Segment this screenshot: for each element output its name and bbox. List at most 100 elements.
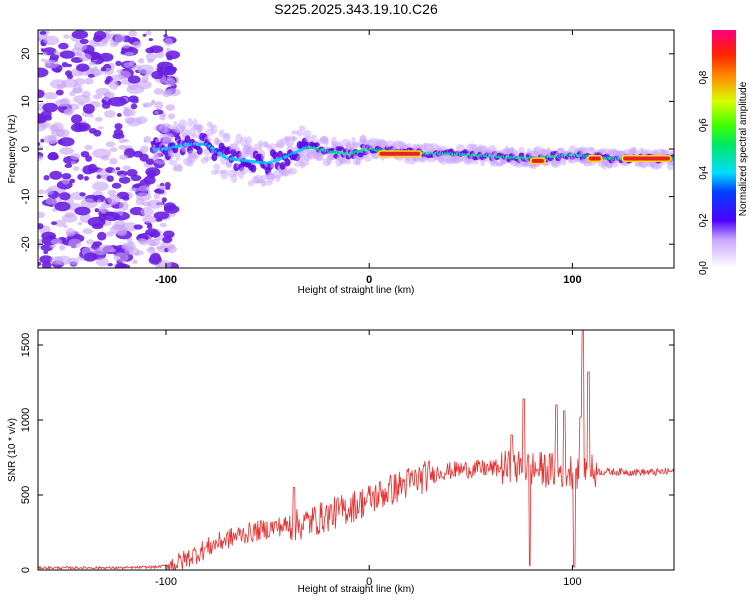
heatmap-cell xyxy=(298,125,306,132)
heatmap-cell xyxy=(132,41,142,49)
heatmap-cell xyxy=(63,34,70,39)
heatmap-cell xyxy=(79,38,89,45)
snr-y-tick-label: 1000 xyxy=(20,408,32,432)
heatmap-cell xyxy=(143,104,148,108)
spectrogram-x-ticks: -100 0 100 xyxy=(155,30,582,286)
heatmap-cell xyxy=(145,158,155,165)
heatmap-cell xyxy=(129,187,136,192)
heatmap-cell xyxy=(128,30,138,37)
heatmap-cell xyxy=(133,224,143,230)
heatmap-cell xyxy=(38,189,45,195)
spectrogram-y-tick-label: 10 xyxy=(20,95,32,107)
heatmap-high-amplitude-segment xyxy=(531,158,544,163)
heatmap-cell xyxy=(38,155,44,161)
heatmap-cell xyxy=(154,111,159,115)
heatmap-cell xyxy=(146,199,164,209)
spectrogram-x-tick-label: -100 xyxy=(155,274,177,286)
heatmap-cell xyxy=(165,124,171,134)
heatmap-cell xyxy=(106,175,114,182)
heatmap-cell xyxy=(107,263,113,267)
heatmap-cell xyxy=(143,136,152,143)
heatmap-cell xyxy=(45,197,54,205)
heatmap-cell xyxy=(114,123,123,130)
figure-title: S225.2025.343.19.10.C26 xyxy=(274,1,438,17)
heatmap-cell xyxy=(336,140,342,146)
heatmap-cell xyxy=(77,221,83,226)
heatmap-cell xyxy=(121,242,136,251)
heatmap-cell xyxy=(76,63,90,72)
heatmap-cell xyxy=(120,79,131,85)
heatmap-cell xyxy=(157,68,166,76)
heatmap-cell xyxy=(115,60,122,66)
heatmap-cell xyxy=(63,109,73,116)
heatmap-cell xyxy=(245,136,252,146)
heatmap-cell xyxy=(122,109,132,117)
heatmap-cell xyxy=(187,117,193,128)
heatmap-cell xyxy=(161,113,167,117)
heatmap-cell xyxy=(103,92,112,97)
heatmap-cell xyxy=(38,89,45,99)
spectrogram-x-tick-label: 100 xyxy=(563,274,581,286)
heatmap-cell xyxy=(132,259,138,265)
heatmap-cell xyxy=(122,165,131,171)
heatmap-cell xyxy=(47,135,58,145)
heatmap-cell xyxy=(292,136,298,142)
heatmap-cell xyxy=(40,52,48,56)
snr-x-label: Height of straight line (km) xyxy=(298,584,415,595)
heatmap-cell xyxy=(40,48,45,52)
heatmap-cell xyxy=(268,143,278,150)
heatmap-cell xyxy=(135,192,152,201)
heatmap-cell xyxy=(50,238,63,245)
heatmap-cell xyxy=(43,35,60,46)
heatmap-cell xyxy=(177,164,183,173)
heatmap-cell xyxy=(324,139,329,146)
heatmap-cell xyxy=(141,75,149,83)
heatmap-cell xyxy=(82,165,94,175)
heatmap-cell xyxy=(118,176,131,184)
heatmap-cell xyxy=(71,114,83,124)
snr-y-tick-label: 0 xyxy=(20,567,32,573)
snr-y-tick-label: 1500 xyxy=(20,333,32,357)
heatmap-high-amplitude-segment xyxy=(379,151,421,156)
heatmap-cell xyxy=(287,167,298,175)
heatmap-cell xyxy=(139,153,149,162)
heatmap-cell xyxy=(413,156,421,163)
heatmap-cell xyxy=(68,238,82,249)
heatmap-cell xyxy=(145,53,157,61)
heatmap-cell xyxy=(107,194,121,205)
colorbar: 0.0 0.2 0.4 0.6 0.8 Normalized spectral ampl… xyxy=(698,30,749,275)
heatmap-cell xyxy=(84,77,94,85)
heatmap-cell xyxy=(140,207,154,217)
heatmap-cell xyxy=(41,58,46,62)
heatmap-cell xyxy=(213,163,221,170)
heatmap-cell xyxy=(163,34,168,38)
spectrogram-y-tick-label: 0 xyxy=(20,146,32,152)
heatmap-cell xyxy=(207,137,212,143)
heatmap-cell xyxy=(350,141,361,149)
heatmap-cell xyxy=(145,30,152,36)
heatmap-cell xyxy=(96,174,102,179)
colorbar-tick-label: 0.8 xyxy=(698,70,709,84)
heatmap-cell xyxy=(43,175,50,181)
heatmap-cell xyxy=(190,151,200,160)
heatmap-cell xyxy=(66,103,80,111)
heatmap-cell xyxy=(51,122,64,133)
heatmap-cell xyxy=(165,78,176,87)
spectrogram-y-ticks: 20 10 0 -10 -20 xyxy=(20,48,674,252)
heatmap-cell xyxy=(137,64,154,75)
heatmap-cell xyxy=(294,162,301,168)
heatmap-cell xyxy=(42,102,58,113)
heatmap-cell xyxy=(311,134,317,139)
colorbar-gradient xyxy=(712,30,736,268)
heatmap-cell xyxy=(116,69,124,73)
heatmap-cell xyxy=(270,162,276,169)
heatmap-cell xyxy=(94,116,103,122)
heatmap-cell xyxy=(89,114,94,118)
spectrogram-x-label: Height of straight line (km) xyxy=(298,285,415,296)
heatmap-cell xyxy=(122,44,131,49)
heatmap-cell xyxy=(69,178,76,184)
heatmap-cell xyxy=(92,194,106,203)
heatmap-cell xyxy=(126,117,142,127)
heatmap-cell xyxy=(165,47,171,52)
heatmap-cell xyxy=(159,222,167,228)
